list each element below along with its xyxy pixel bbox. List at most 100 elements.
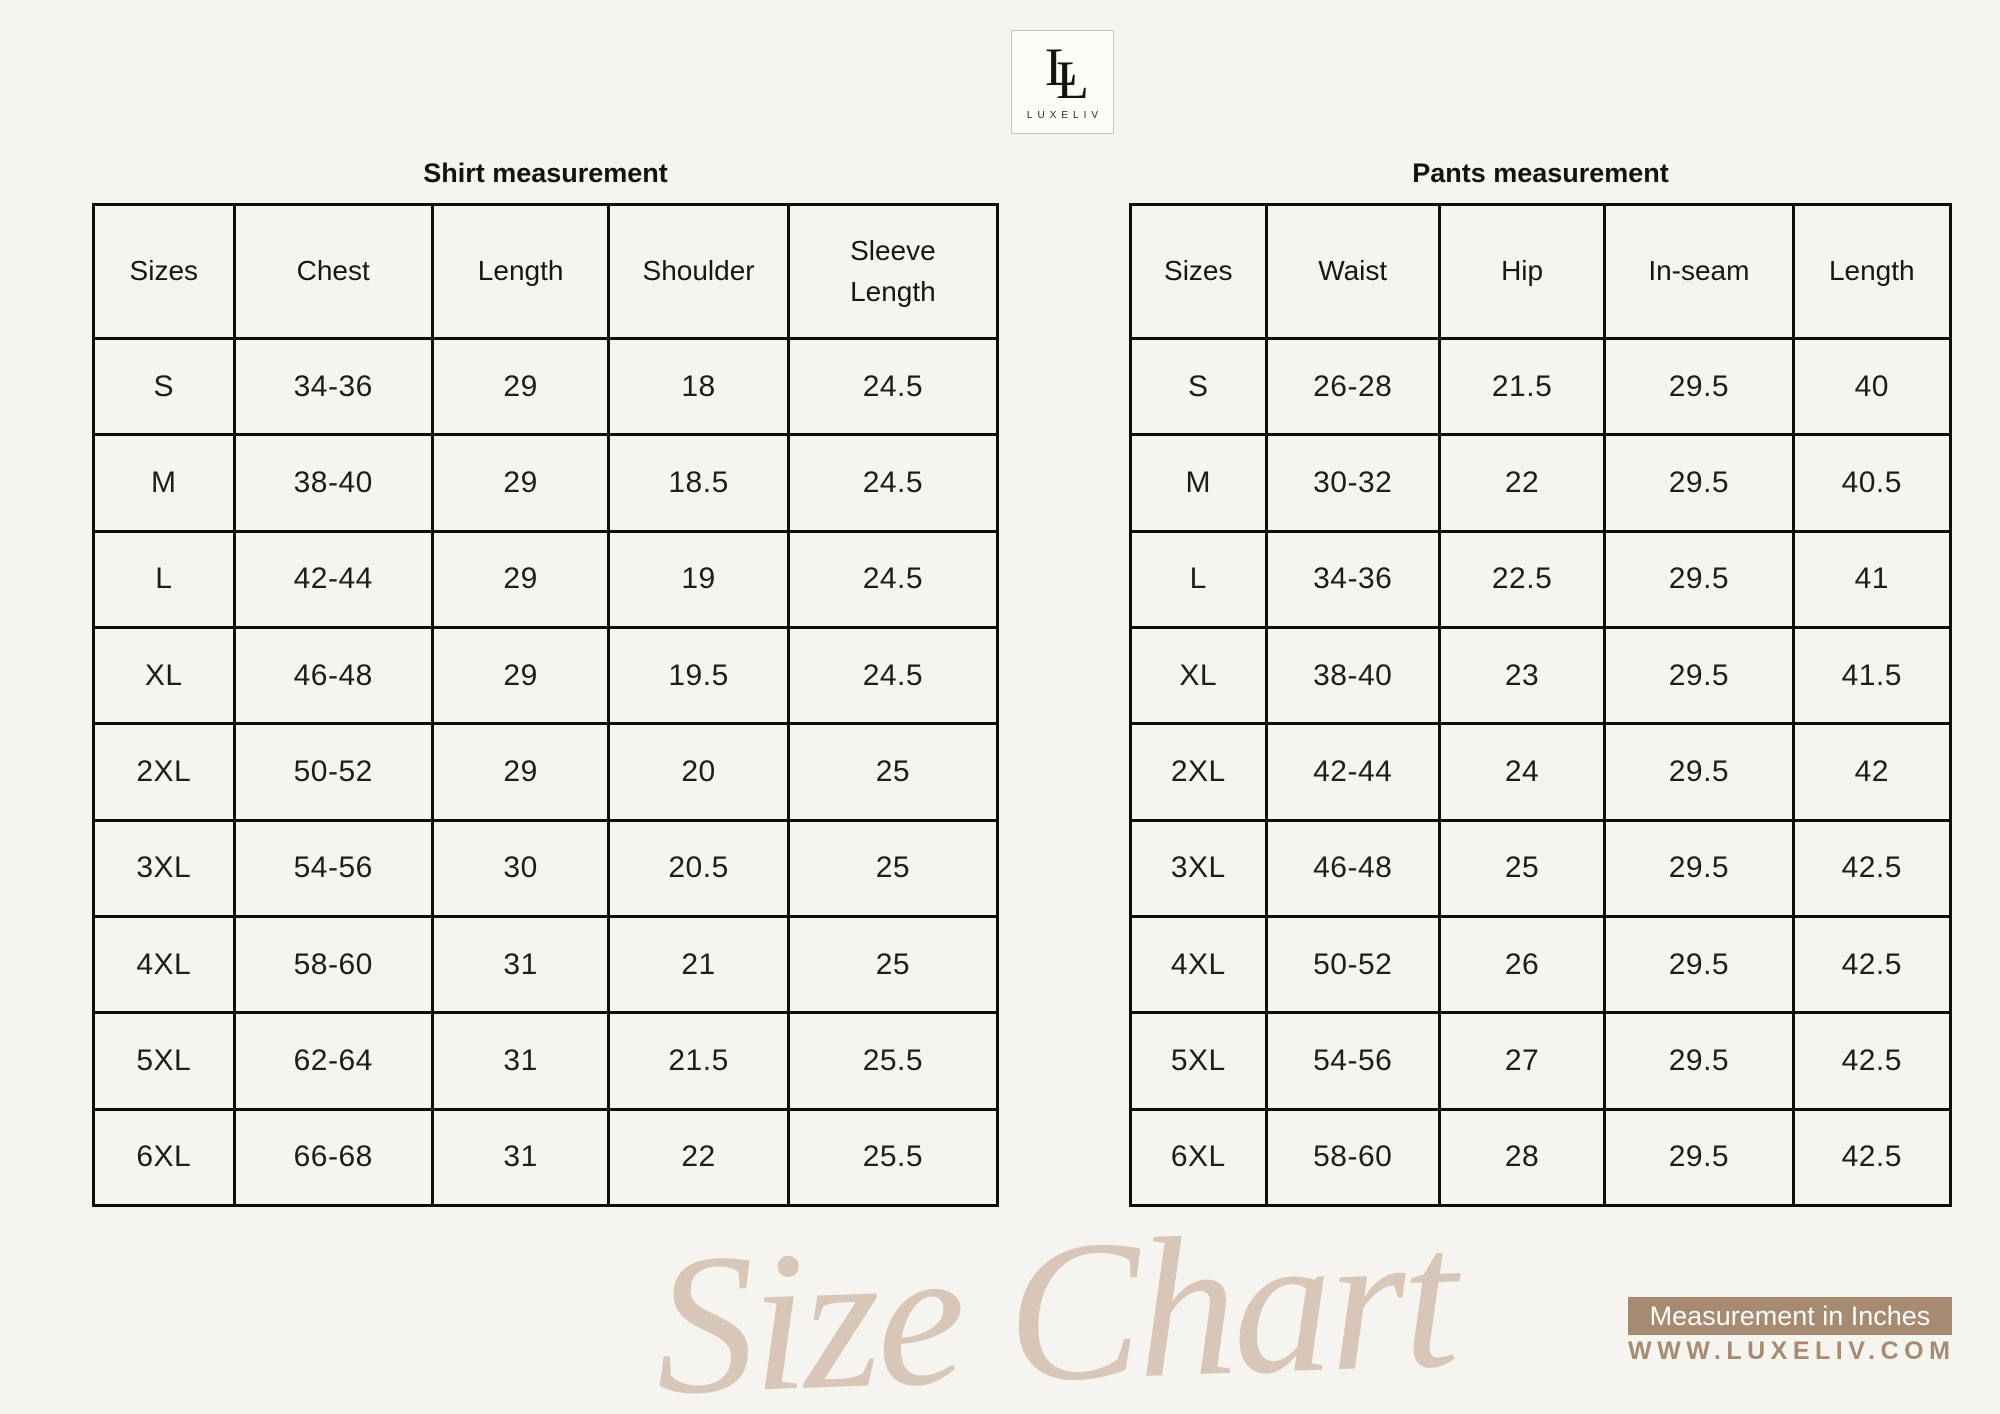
table-cell: 23: [1437, 625, 1607, 726]
table-cell: 27: [1437, 1011, 1607, 1111]
brand-logo: L L LUXELIV: [1011, 30, 1114, 134]
table-cell: 29.5: [1603, 1011, 1795, 1111]
table-row: S 34-36 29 18 24.5: [92, 336, 1000, 437]
table-cell: 29: [430, 433, 611, 533]
header-row: Sizes Waist Hip In-seam Length: [1129, 203, 1953, 340]
table-row: S 26-28 21.5 29.5 40: [1129, 336, 1953, 437]
table-row: L 42-44 29 19 24.5: [92, 529, 1000, 629]
table-row: 3XL 46-48 25 29.5 42.5: [1129, 818, 1953, 918]
table-cell: 18: [607, 336, 790, 437]
table-cell: 38-40: [232, 433, 434, 533]
website-url: WWW.LUXELIV.COM: [1628, 1337, 1956, 1365]
table-cell: 24.5: [786, 625, 1000, 726]
table-cell: 29.5: [1603, 433, 1795, 533]
table-cell: 22: [1437, 433, 1607, 533]
measurement-units-badge: Measurement in Inches: [1628, 1297, 1952, 1335]
table-cell: 41.5: [1791, 625, 1953, 726]
table-row: XL 38-40 23 29.5 41.5: [1129, 625, 1953, 726]
table-cell: 42.5: [1791, 1107, 1953, 1208]
table-cell: 19.5: [607, 625, 790, 726]
table-cell: 29.5: [1603, 1107, 1795, 1208]
table-cell: 42.5: [1791, 818, 1953, 918]
table-cell: XL: [1129, 625, 1268, 726]
table-row: XL 46-48 29 19.5 24.5: [92, 625, 1000, 726]
column-header: Sizes: [92, 203, 236, 340]
column-header: Hip: [1437, 203, 1607, 340]
column-header: Sizes: [1129, 203, 1268, 340]
table-cell: 31: [430, 1107, 611, 1208]
table-cell: 29.5: [1603, 818, 1795, 918]
table-cell: 29.5: [1603, 914, 1795, 1015]
table-cell: 29.5: [1603, 336, 1795, 437]
table-cell: 31: [430, 1011, 611, 1111]
table-row: L 34-36 22.5 29.5 41: [1129, 529, 1953, 629]
table-row: M 38-40 29 18.5 24.5: [92, 433, 1000, 533]
table-row: 4XL 58-60 31 21 25: [92, 914, 1000, 1015]
table-cell: 28: [1437, 1107, 1607, 1208]
table-row: 5XL 54-56 27 29.5 42.5: [1129, 1011, 1953, 1111]
table-cell: 34-36: [1264, 529, 1441, 629]
table-cell: 26-28: [1264, 336, 1441, 437]
table-cell: M: [92, 433, 236, 533]
table-cell: 58-60: [232, 914, 434, 1015]
table-cell: 25: [786, 914, 1000, 1015]
table-cell: 21.5: [607, 1011, 790, 1111]
table-cell: L: [1129, 529, 1268, 629]
table-cell: 29.5: [1603, 722, 1795, 822]
table-cell: 3XL: [1129, 818, 1268, 918]
table-cell: 58-60: [1264, 1107, 1441, 1208]
table-cell: 2XL: [1129, 722, 1268, 822]
table-row: 5XL 62-64 31 21.5 25.5: [92, 1011, 1000, 1111]
table-cell: 50-52: [1264, 914, 1441, 1015]
table-row: 2XL 50-52 29 20 25: [92, 722, 1000, 822]
table-row: 4XL 50-52 26 29.5 42.5: [1129, 914, 1953, 1015]
table-row: 3XL 54-56 30 20.5 25: [92, 818, 1000, 918]
table-cell: 24.5: [786, 433, 1000, 533]
brand-monogram-icon: L L: [1012, 31, 1113, 107]
table-cell: M: [1129, 433, 1268, 533]
table-cell: 5XL: [1129, 1011, 1268, 1111]
table-cell: 50-52: [232, 722, 434, 822]
table-row: 6XL 58-60 28 29.5 42.5: [1129, 1107, 1953, 1208]
table-cell: XL: [92, 625, 236, 726]
table-cell: 42: [1791, 722, 1953, 822]
table-cell: 4XL: [92, 914, 236, 1015]
table-row: 6XL 66-68 31 22 25.5: [92, 1107, 1000, 1208]
table-cell: 25.5: [786, 1107, 1000, 1208]
table-cell: 41: [1791, 529, 1953, 629]
table-cell: S: [1129, 336, 1268, 437]
table-cell: 34-36: [232, 336, 434, 437]
table-cell: 42.5: [1791, 1011, 1953, 1111]
table-cell: 5XL: [92, 1011, 236, 1111]
table-cell: 29.5: [1603, 529, 1795, 629]
table-cell: 30: [430, 818, 611, 918]
table-cell: 22: [607, 1107, 790, 1208]
table-cell: S: [92, 336, 236, 437]
table-row: M 30-32 22 29.5 40.5: [1129, 433, 1953, 533]
table-cell: 29: [430, 722, 611, 822]
size-chart-watermark: Size Chart: [651, 1188, 1458, 1414]
table-cell: 40: [1791, 336, 1953, 437]
table-cell: 6XL: [92, 1107, 236, 1208]
shirt-table-title: Shirt measurement: [423, 158, 668, 188]
column-header: Waist: [1264, 203, 1441, 340]
table-cell: 24.5: [786, 336, 1000, 437]
table-cell: 42.5: [1791, 914, 1953, 1015]
column-header: In-seam: [1603, 203, 1795, 340]
table-cell: 46-48: [232, 625, 434, 726]
table-cell: 54-56: [1264, 1011, 1441, 1111]
table-cell: 25: [786, 818, 1000, 918]
table-cell: 30-32: [1264, 433, 1441, 533]
shirt-measurement-table: Sizes Chest Length Shoulder Sleeve Length S 34…: [92, 203, 1000, 1208]
column-header: Length: [430, 203, 611, 340]
table-cell: 29: [430, 529, 611, 629]
table-cell: 20: [607, 722, 790, 822]
table-cell: 6XL: [1129, 1107, 1268, 1208]
table-cell: 29.5: [1603, 625, 1795, 726]
monogram-letter: L: [1045, 37, 1078, 97]
table-cell: 24: [1437, 722, 1607, 822]
brand-name: LUXELIV: [1026, 110, 1104, 121]
table-cell: 38-40: [1264, 625, 1441, 726]
column-header: Length: [1791, 203, 1953, 340]
table-row: 2XL 42-44 24 29.5 42: [1129, 722, 1953, 822]
